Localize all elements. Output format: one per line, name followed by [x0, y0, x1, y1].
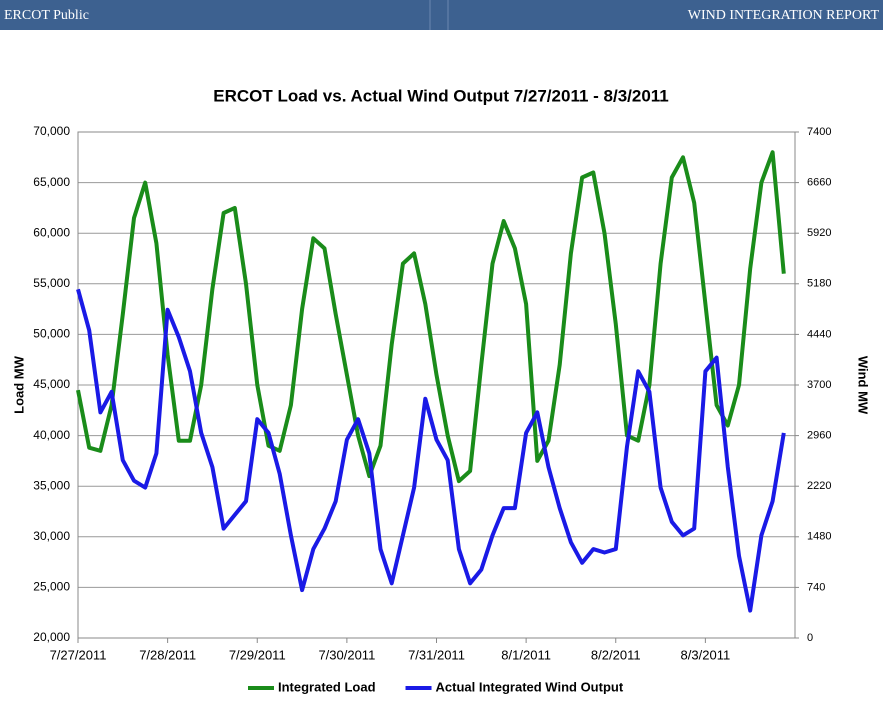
- y2-tick-label: 1480: [807, 531, 831, 543]
- y-tick-label: 35,000: [33, 478, 70, 492]
- series-line: [76, 150, 786, 484]
- x-tick-label: 7/30/2011: [318, 647, 375, 662]
- y2-tick-label: 6660: [807, 177, 831, 189]
- y-axis-label: Load MW: [11, 355, 26, 413]
- chart-title: ERCOT Load vs. Actual Wind Output 7/27/2…: [213, 86, 669, 105]
- x-tick-label: 8/3/2011: [681, 647, 731, 662]
- x-tick-label: 8/2/2011: [591, 647, 641, 662]
- x-tick-label: 7/29/2011: [229, 647, 286, 662]
- y2-axis-label: Wind MW: [856, 356, 871, 415]
- y-tick-label: 55,000: [33, 276, 70, 290]
- x-tick-label: 7/27/2011: [50, 647, 107, 662]
- x-tick-label: 7/28/2011: [139, 647, 196, 662]
- y2-tick-label: 740: [807, 581, 825, 593]
- legend-label: Integrated Load: [278, 679, 376, 694]
- y2-tick-label: 5920: [807, 227, 831, 239]
- series-line: [76, 288, 786, 613]
- y2-tick-label: 2960: [807, 430, 831, 442]
- y2-tick-label: 4440: [807, 328, 831, 340]
- y-tick-label: 25,000: [33, 580, 70, 594]
- y-tick-label: 70,000: [33, 124, 70, 138]
- y-tick-label: 30,000: [33, 529, 70, 543]
- header-right: WIND INTEGRATION REPORT: [688, 8, 880, 23]
- header-bar: [0, 0, 883, 30]
- y2-tick-label: 7400: [807, 126, 831, 138]
- y-tick-label: 65,000: [33, 175, 70, 189]
- y2-tick-label: 2220: [807, 480, 831, 492]
- y-tick-label: 20,000: [33, 630, 70, 644]
- y2-tick-label: 0: [807, 632, 813, 644]
- y-tick-label: 50,000: [33, 327, 70, 341]
- y-tick-label: 60,000: [33, 225, 70, 239]
- x-tick-label: 8/1/2011: [501, 647, 551, 662]
- x-tick-label: 7/31/2011: [408, 647, 465, 662]
- header-left: ERCOT Public: [4, 8, 89, 23]
- y2-tick-label: 3700: [807, 379, 831, 391]
- y-tick-label: 40,000: [33, 428, 70, 442]
- legend-label: Actual Integrated Wind Output: [436, 679, 624, 694]
- y2-tick-label: 5180: [807, 278, 831, 290]
- y-tick-label: 45,000: [33, 377, 70, 391]
